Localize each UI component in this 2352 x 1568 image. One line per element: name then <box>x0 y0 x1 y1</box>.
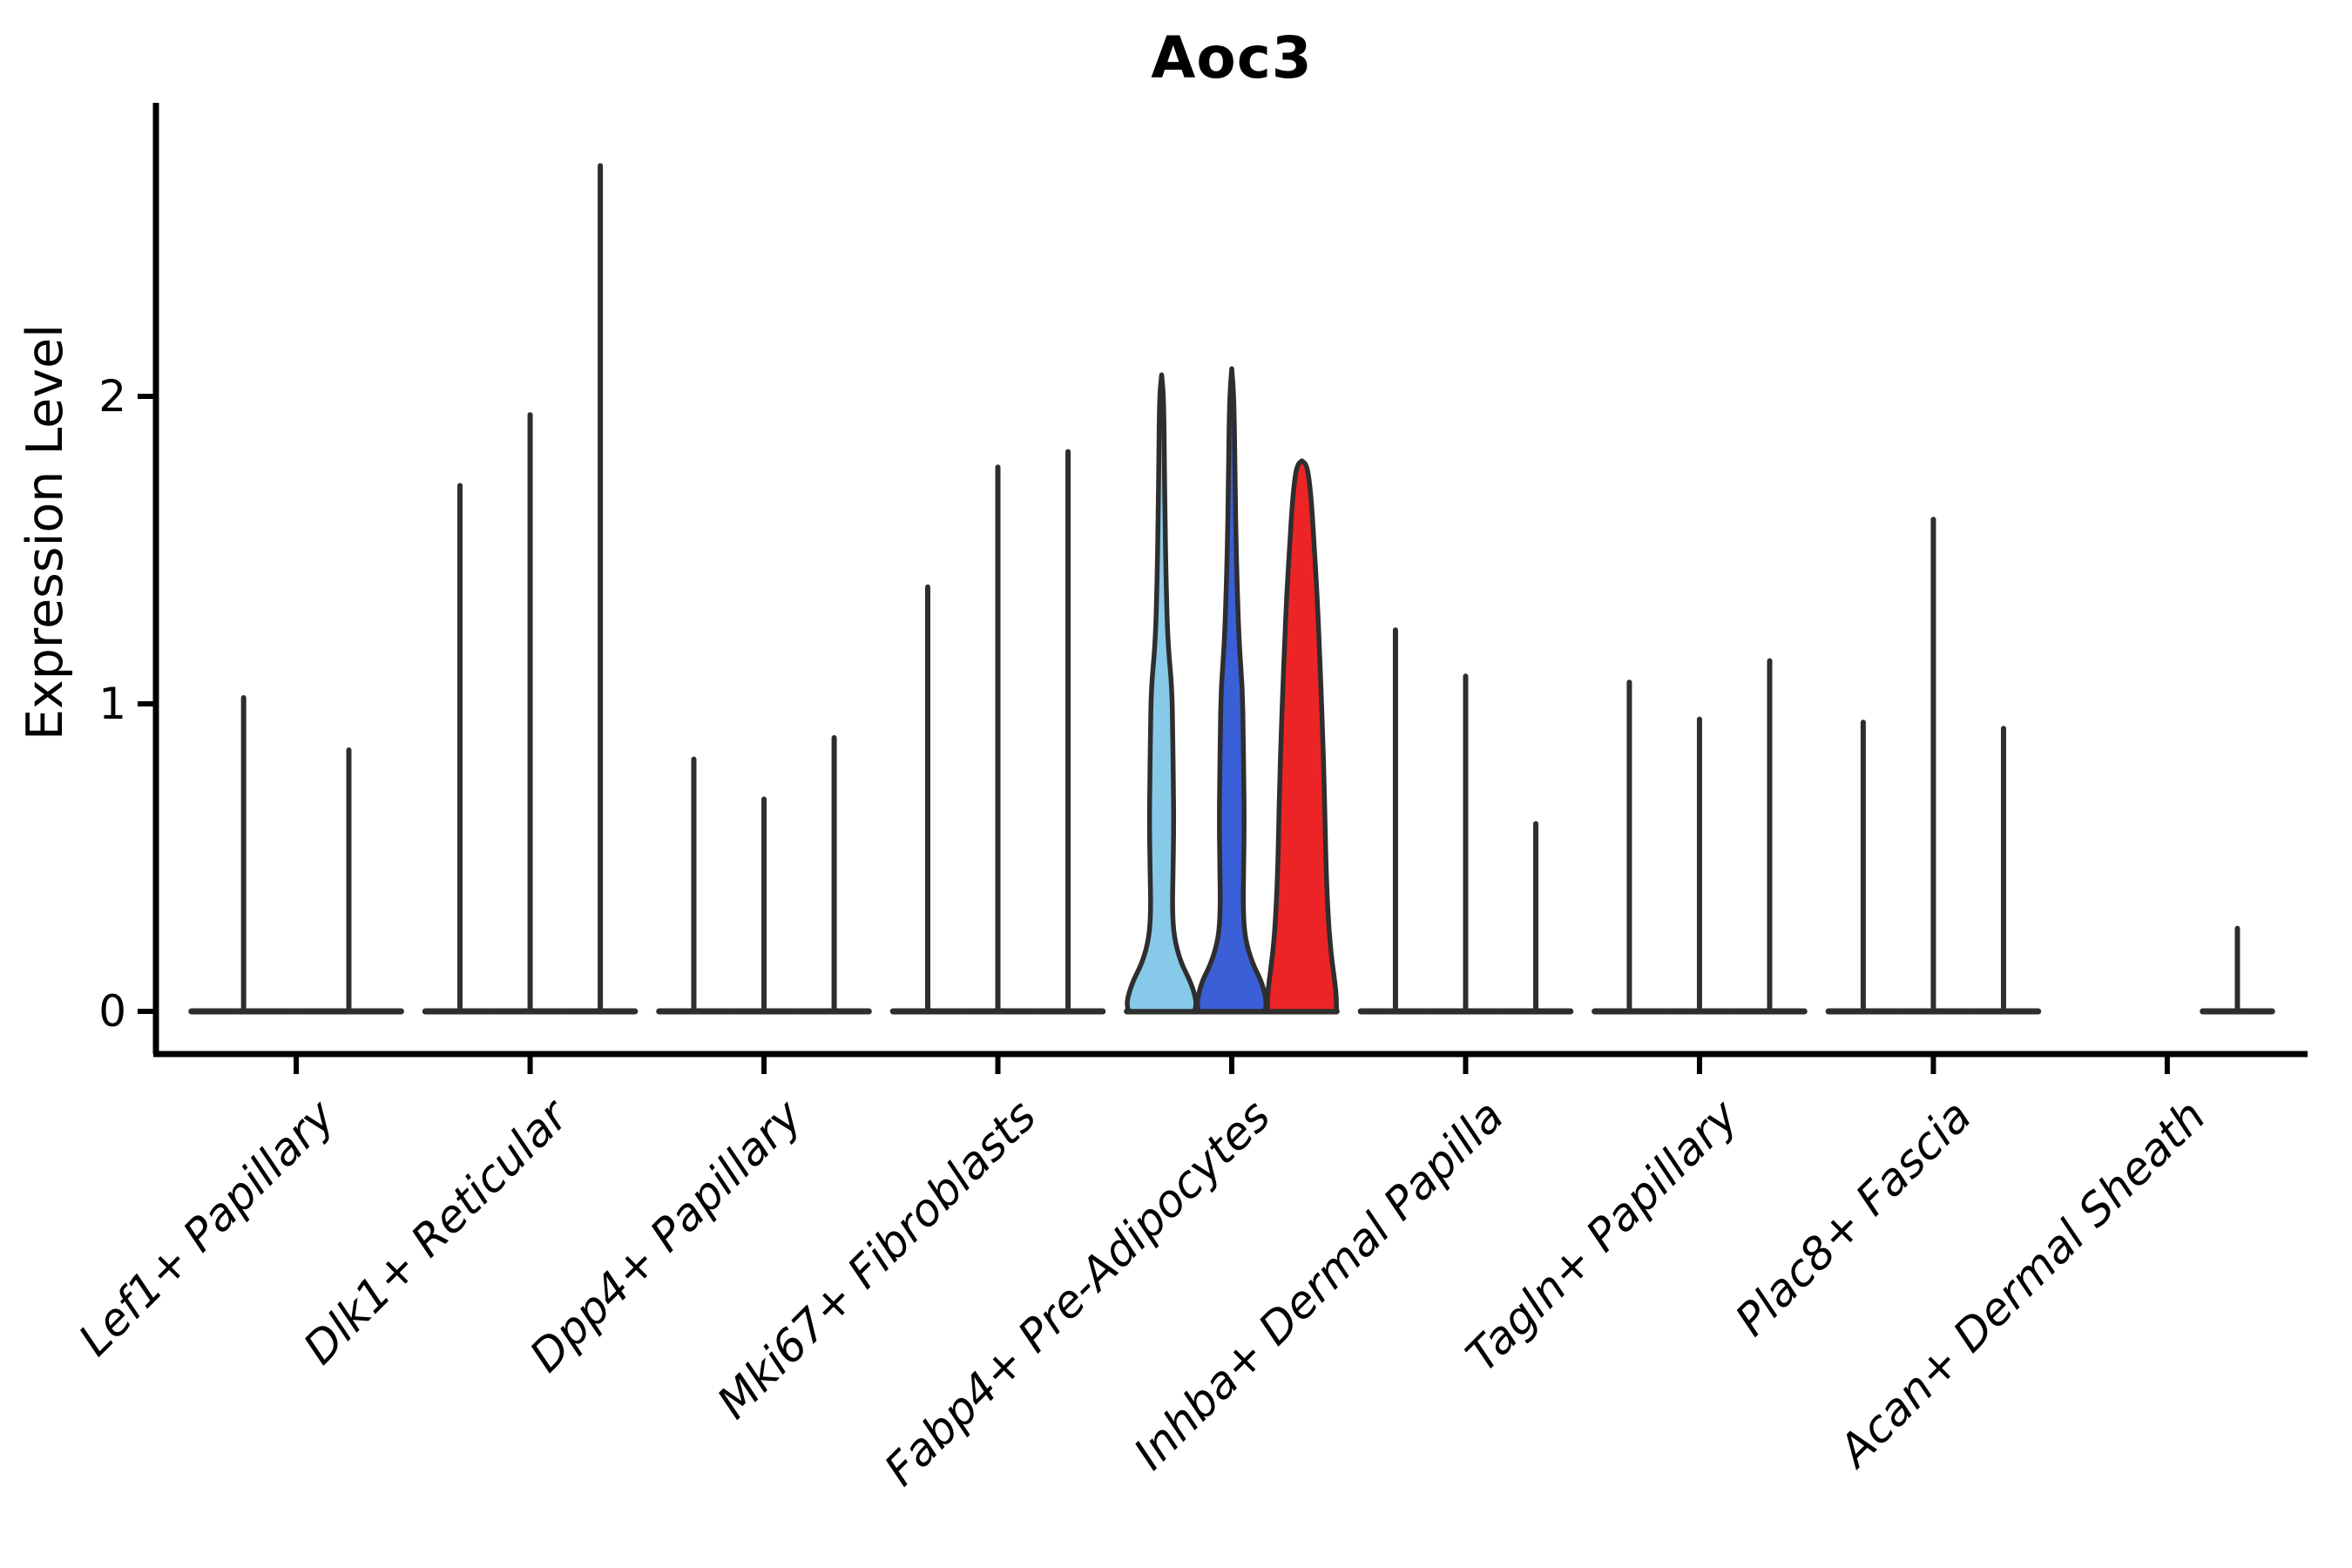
y-tick-label: 2 <box>98 371 126 422</box>
violin-blue <box>1194 366 1269 1014</box>
violin-red <box>1265 458 1340 1014</box>
plot-title: Aoc3 <box>1151 24 1313 91</box>
y-tick-label: 0 <box>98 986 126 1037</box>
y-tick-label: 1 <box>98 679 126 729</box>
violin-lightblue <box>1125 372 1199 1014</box>
